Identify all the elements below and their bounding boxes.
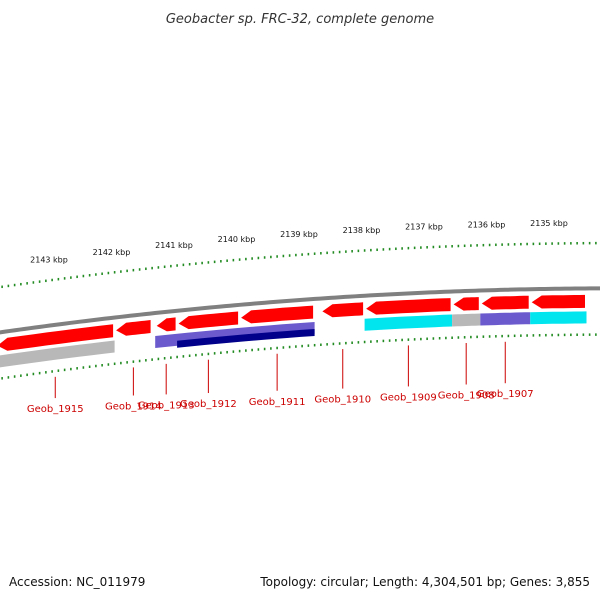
accession-label: Accession: NC_011979 [9,575,145,589]
annotation-bar [0,340,115,368]
scale-label: 2136 kbp [468,220,506,229]
gene-arrow[interactable] [481,295,529,310]
scale-label: 2138 kbp [343,226,381,235]
gene-arrow[interactable] [241,305,314,324]
genome-summary-label: Topology: circular; Length: 4,304,501 bp… [259,575,590,589]
scale-label: 2140 kbp [218,235,256,244]
scale-label: 2143 kbp [30,256,68,265]
gene-arrow[interactable] [116,320,151,336]
gene-label[interactable]: Geob_1913 [138,400,195,411]
scale-label: 2135 kbp [530,219,568,228]
annotation-bar [177,329,315,348]
gene-label[interactable]: Geob_1912 [180,399,237,410]
gene-arrow[interactable] [156,317,176,332]
gene-arrow[interactable] [178,311,239,330]
gene-arrow[interactable] [366,298,451,315]
gene-label[interactable]: Geob_1909 [380,392,437,403]
gene-label[interactable]: Geob_1907 [477,389,534,400]
map-title: Geobacter sp. FRC-32, complete genome [166,12,434,27]
gene-label[interactable]: Geob_1911 [249,397,306,408]
gene-label[interactable]: Geob_1915 [27,404,84,415]
genome-backbone [0,286,600,335]
gene-label[interactable]: Geob_1914 [105,401,162,412]
gene-label-leaders [54,341,506,399]
gene-track [0,294,585,351]
scale-label: 2141 kbp [155,241,193,250]
gene-arrow[interactable] [322,302,364,318]
scale-labels: 2143 kbp 2142 kbp 2141 kbp 2140 kbp 2139 kbp… [30,219,568,265]
scale-label: 2139 kbp [280,230,318,239]
annotation-bar [452,313,481,327]
annotation-bar [480,312,531,326]
gene-arrow[interactable] [0,324,114,351]
scale-label: 2142 kbp [93,248,131,257]
annotation-bar [530,311,587,325]
gene-arrow[interactable] [453,297,479,311]
gene-label[interactable]: Geob_1908 [438,391,495,402]
scale-ticks-upper [1,241,597,289]
gene-arrow[interactable] [531,294,585,309]
scale-ticks-lower [1,333,597,380]
annotation-track [0,311,587,368]
scale-label: 2137 kbp [405,223,443,232]
gene-label[interactable]: Geob_1910 [314,395,371,406]
annotation-bar [364,314,453,331]
